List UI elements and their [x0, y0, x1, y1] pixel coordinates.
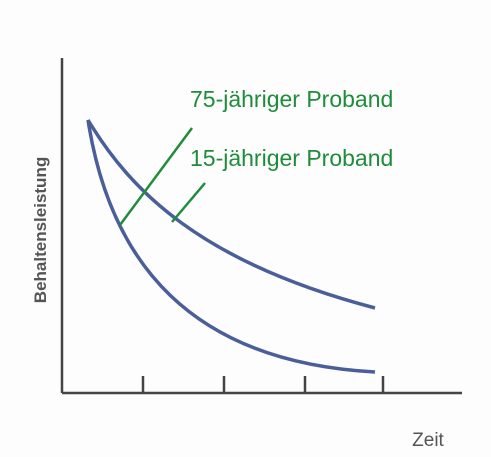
y-axis-label: Behaltensleistung — [31, 157, 50, 303]
pointer-line — [171, 182, 206, 223]
axes — [60, 58, 462, 395]
x-axis-label: Zeit — [412, 430, 444, 451]
annotation: 75-jähriger Proband — [190, 86, 393, 112]
curve-upper — [86, 119, 376, 310]
pointer-line — [118, 127, 194, 226]
annotation: 15-jähriger Proband — [190, 145, 393, 171]
curve-lower — [86, 119, 376, 374]
